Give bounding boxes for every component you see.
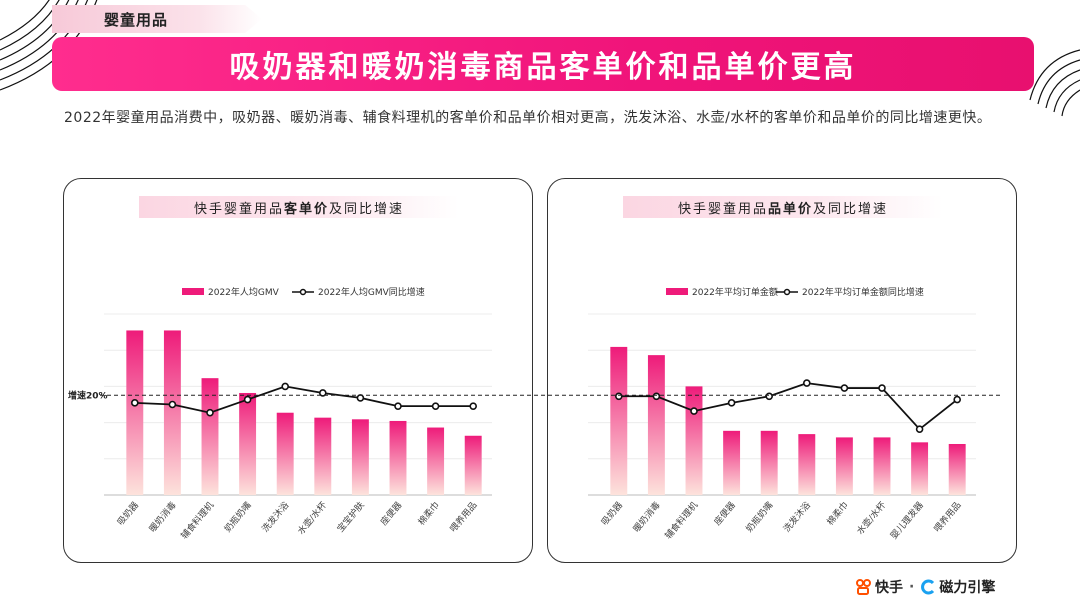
line-point — [318, 389, 327, 397]
legend-swatch-bar — [666, 288, 688, 295]
x-tick-label: 奶瓶奶嘴 — [743, 499, 775, 534]
bar — [798, 434, 816, 495]
bar — [276, 412, 294, 495]
legend-marker — [783, 288, 791, 296]
x-tick-label: 洗发沐浴 — [259, 499, 291, 534]
x-tick-label: 水壶/水杯 — [854, 499, 888, 537]
line-point — [690, 407, 698, 415]
legend: 2022年平均订单金额 2022年平均订单金额同比增速 — [666, 286, 924, 298]
bar — [427, 427, 445, 495]
x-tick-label: 吸奶器 — [115, 499, 142, 527]
chart-title-post: 及同比增速 — [329, 201, 405, 217]
bar — [723, 430, 741, 495]
cili-icon — [921, 579, 935, 595]
chart-title-post: 及同比增速 — [813, 201, 889, 217]
x-tick-label: 棉柔巾 — [824, 499, 851, 527]
x-tick-label: 婴儿理发器 — [888, 499, 926, 541]
chart-title: 快手婴童用品 品单价 及同比增速 — [623, 196, 943, 218]
legend: 2022年人均GMV 2022年人均GMV同比增速 — [182, 286, 425, 298]
x-tick-label: 水壶/水杯 — [295, 499, 329, 537]
page-title: 吸奶器和暖奶消毒商品客单价和品单价更高 — [229, 50, 857, 85]
x-tick-label: 棉柔巾 — [415, 499, 442, 527]
line-point — [915, 425, 924, 433]
legend-label: 2022年人均GMV同比增速 — [318, 286, 425, 298]
legend-label: 2022年平均订单金额同比增速 — [802, 286, 924, 298]
line-point — [652, 392, 661, 401]
legend-swatch-bar — [182, 288, 204, 295]
line-point — [727, 399, 736, 407]
chart-panel-item-price: 快手婴童用品 品单价 及同比增速 2022年平均订单金额 2022年平均订单金额同比增… — [547, 178, 1017, 563]
x-tick-label: 奶瓶奶嘴 — [222, 499, 254, 534]
line-point — [168, 400, 177, 409]
line-point — [802, 379, 811, 387]
x-tick-label: 喂养用品 — [931, 499, 963, 534]
chart-title-pre: 快手婴童用品 — [677, 201, 768, 217]
bar — [351, 419, 369, 495]
separator: · — [909, 579, 915, 595]
line-point — [243, 395, 252, 404]
line-point — [394, 402, 402, 410]
line-point — [953, 395, 962, 404]
brand2-text: 磁力引擎 — [939, 580, 996, 596]
legend-label: 2022年人均GMV — [208, 286, 280, 298]
bar — [126, 330, 144, 495]
chart-title: 快手婴童用品 客单价 及同比增速 — [139, 196, 459, 218]
x-tick-label: 辅食料理机 — [178, 499, 216, 541]
line-point — [131, 399, 139, 407]
bar — [911, 442, 929, 495]
line-point — [878, 384, 886, 392]
bar — [464, 435, 482, 495]
legend-marker — [299, 288, 307, 296]
chart-title-pre: 快手婴童用品 — [193, 201, 284, 217]
chart-panel-customer-price: 快手婴童用品 客单价 及同比增速 2022年人均GMV 2022年人均GMV同比增速吸… — [63, 178, 533, 563]
legend-label: 2022年平均订单金额 — [692, 286, 778, 298]
line-point — [615, 392, 623, 401]
cili-logo: 磁力引擎 — [920, 577, 995, 597]
x-tick-label: 暖奶消毒 — [146, 499, 178, 534]
x-tick-label: 喂养用品 — [447, 499, 479, 534]
x-tick-label: 洗发沐浴 — [781, 499, 813, 534]
title-banner: 吸奶器和暖奶消毒商品客单价和品单价更高 — [52, 37, 1034, 91]
bar — [685, 386, 703, 495]
line-point — [431, 402, 440, 410]
chart-title-bold: 品单价 — [767, 201, 813, 217]
chart-title-bold: 客单价 — [283, 201, 329, 217]
bar — [239, 392, 257, 495]
x-tick-label: 暖奶消毒 — [630, 499, 662, 534]
bar — [647, 355, 665, 495]
x-tick-label: 辅食料理机 — [662, 499, 700, 541]
x-tick-label: 座便器 — [378, 499, 405, 527]
line-point — [840, 384, 849, 392]
x-tick-label: 宝宝护肤 — [334, 499, 366, 534]
series-line — [618, 382, 958, 431]
x-tick-label: 座便器 — [711, 499, 738, 527]
bar — [201, 378, 219, 495]
bar — [163, 330, 181, 495]
kuaishou-logo: 快手 — [856, 577, 903, 597]
line-point — [765, 392, 773, 401]
brand1-text: 快手 — [875, 580, 903, 596]
series-line — [134, 385, 474, 414]
bar — [389, 420, 407, 495]
bar — [835, 437, 853, 495]
bar — [610, 346, 628, 495]
bar — [873, 437, 891, 495]
bar — [760, 430, 778, 495]
line-point — [469, 402, 478, 410]
line-point — [281, 382, 289, 391]
category-label: 婴童用品 — [104, 11, 169, 29]
footer-logos: 快手 · 磁力引擎 — [856, 576, 995, 598]
x-tick-label: 吸奶器 — [599, 499, 626, 527]
bar — [948, 443, 966, 495]
line-point — [356, 394, 365, 402]
category-tag: 婴童用品 — [52, 5, 262, 33]
summary-text: 2022年婴童用品消费中，吸奶器、暖奶消毒、辅食料理机的客单价和品单价相对更高，… — [64, 110, 992, 126]
line-point — [206, 408, 214, 417]
bar — [314, 417, 332, 495]
kuaishou-icon — [856, 579, 871, 595]
